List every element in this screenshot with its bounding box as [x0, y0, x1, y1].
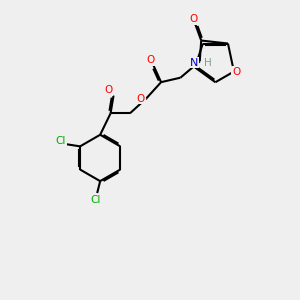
Text: O: O: [232, 67, 240, 76]
Text: Cl: Cl: [56, 136, 66, 146]
Text: O: O: [190, 14, 198, 24]
Text: H: H: [204, 58, 211, 68]
Text: Cl: Cl: [91, 196, 101, 206]
Text: O: O: [104, 85, 112, 95]
Text: N: N: [190, 58, 199, 68]
Text: O: O: [137, 94, 145, 103]
Text: O: O: [147, 56, 155, 65]
